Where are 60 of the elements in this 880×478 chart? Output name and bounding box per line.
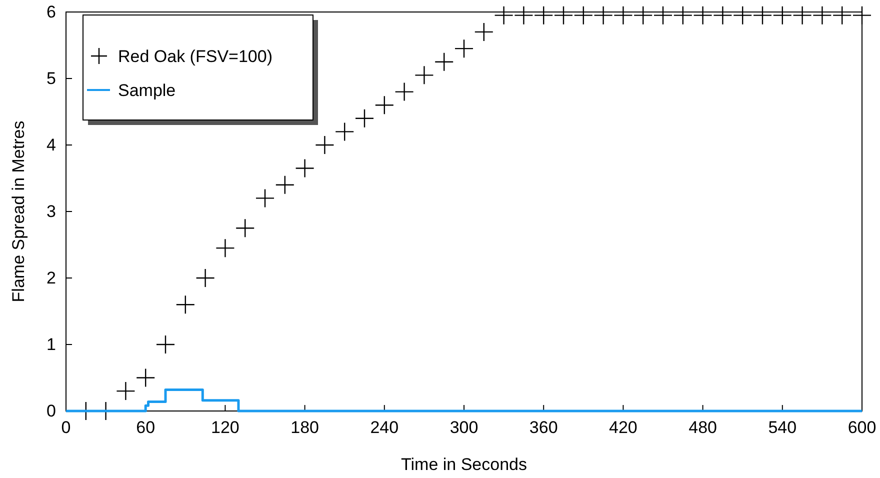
x-axis-title: Time in Seconds — [401, 455, 527, 474]
point — [792, 6, 812, 25]
y-tick-label: 5 — [46, 68, 56, 88]
point — [574, 6, 593, 25]
point — [354, 108, 374, 128]
point — [176, 295, 195, 314]
point — [374, 96, 394, 115]
x-tick-label: 120 — [211, 418, 240, 438]
y-tick-label: 4 — [46, 135, 56, 154]
point — [136, 368, 156, 388]
point — [454, 38, 474, 58]
point — [156, 334, 176, 354]
point — [554, 6, 574, 25]
x-tick-label: 360 — [529, 418, 558, 438]
y-tick-label: 1 — [46, 334, 56, 354]
point — [812, 6, 832, 25]
point — [852, 6, 872, 25]
point — [434, 52, 454, 72]
point — [196, 268, 215, 288]
point — [653, 6, 673, 25]
y-tick-label: 2 — [46, 268, 56, 288]
x-tick-label: 180 — [290, 418, 319, 438]
point — [255, 188, 275, 208]
point — [295, 158, 314, 178]
point — [693, 6, 712, 25]
y-tick-label: 3 — [46, 202, 56, 221]
point — [594, 6, 613, 25]
point — [494, 6, 514, 25]
point — [514, 6, 534, 25]
x-tick-label: 0 — [61, 418, 71, 438]
point — [394, 82, 414, 102]
x-tick-label: 60 — [136, 418, 156, 438]
y-axis-title: Flame Spread in Metres — [9, 120, 28, 302]
point — [315, 135, 334, 155]
legend-label: Red Oak (FSV=100) — [118, 47, 272, 66]
point — [474, 22, 494, 42]
point — [614, 6, 633, 25]
point — [772, 6, 792, 25]
point — [116, 381, 136, 401]
x-tick-label: 420 — [609, 418, 638, 438]
x-tick-label: 600 — [848, 418, 876, 438]
point — [733, 6, 752, 25]
point — [275, 175, 294, 194]
x-tick-label: 540 — [768, 418, 797, 438]
legend-label: Sample — [118, 81, 176, 100]
point — [534, 6, 554, 25]
point — [634, 6, 653, 25]
x-tick-label: 300 — [450, 418, 478, 438]
point — [236, 218, 255, 238]
x-tick-label: 240 — [370, 418, 399, 438]
point — [216, 238, 235, 258]
point — [673, 6, 692, 25]
y-tick-label: 0 — [46, 401, 56, 420]
point — [832, 6, 852, 25]
point — [335, 122, 354, 142]
point — [414, 66, 434, 85]
x-tick-label: 480 — [688, 418, 717, 438]
point — [752, 6, 772, 25]
point — [713, 6, 732, 25]
y-tick-label: 6 — [46, 2, 56, 22]
